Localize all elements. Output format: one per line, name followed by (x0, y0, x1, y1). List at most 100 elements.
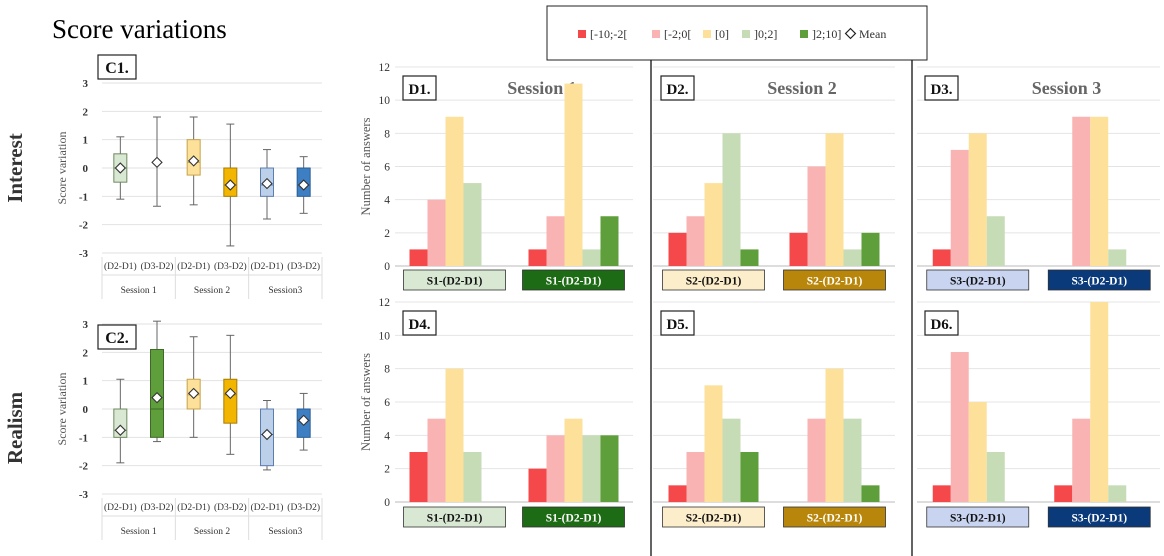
mean-marker (114, 424, 127, 436)
bar (463, 183, 482, 266)
y-tick-label: 0 (83, 163, 89, 175)
bar (528, 249, 547, 266)
mean-marker (187, 155, 200, 167)
category-label: (D3-D2) (214, 261, 247, 272)
mean-marker (297, 414, 310, 427)
bar (686, 216, 705, 266)
group-label: Session 1 (121, 527, 157, 537)
bar (668, 232, 687, 266)
bar (722, 133, 741, 266)
bar (1108, 249, 1127, 266)
bar (807, 418, 826, 502)
y-tick-label: 4 (384, 430, 390, 442)
bar (986, 452, 1005, 502)
session-title: Session 2 (767, 78, 837, 98)
group-label: S3-(D2-D1) (950, 276, 1006, 288)
y-tick-label: 0 (384, 261, 390, 273)
mean-marker (297, 179, 310, 191)
legend-box (546, 5, 928, 61)
group-label-box (403, 506, 506, 528)
bar (409, 249, 428, 266)
bar (528, 468, 547, 502)
bar (968, 402, 987, 502)
bar (1090, 116, 1109, 266)
bar (1090, 302, 1109, 502)
session-title: Session 3 (1032, 78, 1102, 98)
bar (843, 249, 862, 266)
group-label: S2-(D2-D1) (686, 513, 742, 525)
mean-marker (224, 387, 237, 400)
panel-label-box (660, 310, 695, 336)
group-label: S3-(D2-D1) (1071, 513, 1127, 525)
legend-entry: [-10;-2[ (590, 27, 627, 41)
group-label-box (662, 269, 765, 291)
panel-label: D4. (408, 317, 430, 333)
category-label: (D2-D1) (104, 502, 137, 513)
y-tick-label: 2 (384, 464, 390, 476)
y-tick-label: -3 (79, 248, 89, 260)
panel-label-box (660, 75, 695, 101)
y-axis-label: Score variation (55, 373, 69, 446)
group-label: S1-(D2-D1) (427, 513, 483, 525)
mean-marker (151, 391, 163, 404)
group-label-box (926, 506, 1030, 528)
bar (932, 485, 951, 502)
panel-label: C2. (105, 330, 129, 347)
legend-swatch (800, 30, 808, 38)
bar (704, 183, 723, 266)
bar (546, 216, 565, 266)
bar (427, 199, 446, 266)
group-label-box (662, 506, 765, 528)
panel-label: D6. (930, 317, 952, 333)
y-tick-label: 2 (83, 347, 89, 359)
legend-entry: [-2;0[ (664, 27, 691, 41)
bar (740, 452, 759, 502)
bar (1054, 485, 1073, 502)
bar (600, 216, 619, 266)
y-tick-label: 12 (379, 62, 391, 74)
category-label: (D3-D2) (287, 261, 320, 272)
panel-label: D1. (408, 82, 430, 98)
group-label: S1-(D2-D1) (546, 513, 602, 525)
bar (600, 435, 619, 502)
bar (825, 133, 844, 266)
y-tick-label: 2 (384, 228, 390, 240)
bar-panel-d5: D5. S2-(D2-D1) S2-(D2-D1) (653, 301, 895, 528)
bar (1108, 485, 1127, 502)
bar (564, 83, 583, 266)
group-label-box (1047, 269, 1151, 291)
figure-title: Score variations (52, 14, 227, 44)
mean-marker (114, 162, 127, 174)
y-tick-label: -1 (79, 191, 88, 203)
bar (427, 418, 446, 502)
y-axis-label: Number of answers (359, 353, 373, 451)
mean-marker (224, 179, 237, 191)
bar (789, 232, 808, 266)
y-tick-label: 2 (83, 106, 89, 118)
y-tick-label: 3 (83, 319, 89, 331)
group-label: S3-(D2-D1) (950, 513, 1006, 525)
y-tick-label: 6 (384, 397, 390, 409)
group-label: Session3 (268, 286, 302, 296)
bar (807, 166, 826, 266)
panel-label-box (924, 75, 959, 101)
bar-panel-d3: D3. Session 3 S3-(D2-D1) S3-(D2-D1) (917, 66, 1160, 291)
category-label: (D2-D1) (177, 502, 210, 513)
bar (825, 368, 844, 502)
category-label: (D3-D2) (287, 502, 320, 513)
mean-marker (261, 428, 273, 441)
y-tick-label: -3 (79, 489, 89, 501)
bar (686, 452, 705, 502)
group-label: S2-(D2-D1) (807, 276, 863, 288)
legend-mean-marker (844, 27, 857, 40)
bar (704, 385, 723, 502)
bar (1072, 116, 1091, 266)
bar-panel-d2: D2. Session 2 S2-(D2-D1) S2-(D2-D1) (653, 66, 895, 291)
legend-entry: Mean (859, 27, 886, 41)
panel-label-box (97, 324, 137, 350)
y-axis-label: Score variation (55, 132, 69, 205)
iqr-box (223, 378, 238, 424)
row-label-interest: Interest (3, 133, 27, 203)
